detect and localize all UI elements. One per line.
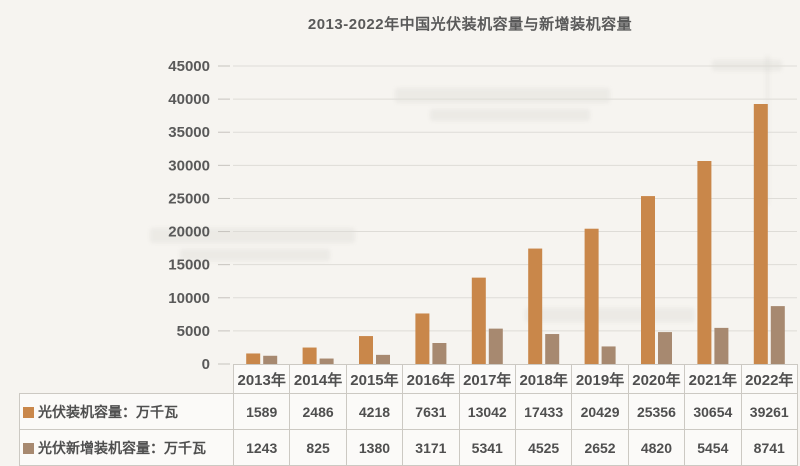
value-new-installed-2014: 825 [289, 429, 347, 466]
bar-new-installed-2014 [319, 358, 334, 364]
year-header-2015: 2015年 [345, 364, 404, 394]
bar-new-installed-2016 [432, 343, 447, 364]
y-axis-tick-label: 30000 [168, 157, 210, 174]
value-installed-2018: 17433 [514, 393, 573, 430]
table-corner-cell [20, 365, 234, 394]
bar-installed-2021 [697, 161, 712, 364]
value-new-installed-2018: 4525 [514, 429, 573, 466]
value-new-installed-2022: 8741 [740, 429, 799, 466]
bar-installed-2020 [641, 196, 655, 364]
y-axis-tick-label: 15000 [168, 257, 210, 274]
y-axis-tick-label: 10000 [168, 290, 210, 307]
data-table: 2013年 2014年 2015年 2016年 2017年 2018年 2019年 2020年… [19, 364, 799, 466]
year-header-2019: 2019年 [571, 364, 629, 394]
value-new-installed-2015: 1380 [345, 429, 404, 466]
bar-chart-plot: 0 5000 10000 15000 20000 25000 30000 35000 40000… [168, 58, 797, 373]
legend-label-new-installed: 光伏新增装机容量：万千瓦 [19, 429, 234, 466]
bar-installed-2018 [528, 248, 543, 364]
year-header-2022: 2022年 [740, 364, 799, 394]
bar-new-installed-2019 [601, 346, 616, 364]
series-name: 光伏新增装机容量：万千瓦 [38, 439, 206, 456]
value-new-installed-2020: 4820 [627, 429, 686, 466]
value-installed-2019: 20429 [571, 393, 629, 430]
bar-new-installed-2015 [376, 354, 390, 364]
bar-new-installed-2018 [545, 334, 560, 364]
value-installed-2022: 39261 [740, 393, 799, 430]
bar-installed-2017 [471, 277, 486, 364]
value-installed-2017: 13042 [458, 393, 516, 430]
bar-installed-2014 [302, 347, 317, 364]
bar-installed-2022 [753, 104, 768, 364]
year-header-2020: 2020年 [627, 364, 686, 394]
year-header-2013: 2013年 [232, 364, 291, 394]
table-row-new-installed: 光伏新增装机容量：万千瓦 1243 825 1380 3171 5341 4525 2652 4… [19, 429, 799, 466]
y-axis-tick-label: 35000 [168, 124, 210, 141]
bar-installed-2019 [584, 228, 599, 364]
value-installed-2016: 7631 [402, 393, 460, 430]
year-header-2021: 2021年 [684, 364, 742, 394]
chart-title: 2013-2022年中国光伏装机容量与新增装机容量 [307, 16, 633, 33]
year-header-2016: 2016年 [402, 364, 460, 394]
bar-new-installed-2017 [488, 328, 503, 364]
legend-label-installed: 光伏装机容量：万千瓦 [19, 393, 234, 430]
value-new-installed-2021: 5454 [684, 429, 742, 466]
y-axis-tick-label: 0 [202, 356, 210, 373]
y-axis-tick-label: 40000 [168, 91, 210, 108]
bar-new-installed-2013 [263, 355, 278, 364]
value-installed-2015: 4218 [345, 393, 404, 430]
y-axis-tick-label: 5000 [177, 323, 210, 340]
value-installed-2020: 25356 [627, 393, 686, 430]
value-installed-2014: 2486 [289, 393, 347, 430]
bar-new-installed-2022 [770, 306, 785, 364]
bar-installed-2016 [415, 313, 430, 364]
year-header-2014: 2014年 [289, 364, 347, 394]
value-new-installed-2016: 3171 [402, 429, 460, 466]
legend-swatch-new-installed [23, 442, 34, 454]
bar-installed-2015 [359, 336, 373, 364]
y-axis-tick-label: 20000 [168, 224, 210, 241]
legend-swatch-installed [23, 406, 34, 418]
series-name: 光伏装机容量：万千瓦 [38, 403, 178, 420]
value-new-installed-2013: 1243 [232, 429, 291, 466]
y-axis-tick-label: 45000 [168, 58, 210, 75]
year-header-2017: 2017年 [458, 364, 516, 394]
bar-new-installed-2020 [658, 332, 672, 364]
value-installed-2013: 1589 [232, 393, 291, 430]
y-axis-tick-label: 25000 [168, 190, 210, 207]
bar-new-installed-2021 [714, 327, 729, 364]
value-installed-2021: 30654 [684, 393, 742, 430]
data-table-grid: 2013年 2014年 2015年 2016年 2017年 2018年 2019年 2020年… [19, 364, 799, 466]
value-new-installed-2017: 5341 [458, 429, 516, 466]
year-header-2018: 2018年 [514, 364, 573, 394]
bar-installed-2013 [246, 353, 261, 364]
value-new-installed-2019: 2652 [571, 429, 629, 466]
table-row-installed: 光伏装机容量：万千瓦 1589 2486 4218 7631 13042 17433 2042… [19, 393, 799, 430]
